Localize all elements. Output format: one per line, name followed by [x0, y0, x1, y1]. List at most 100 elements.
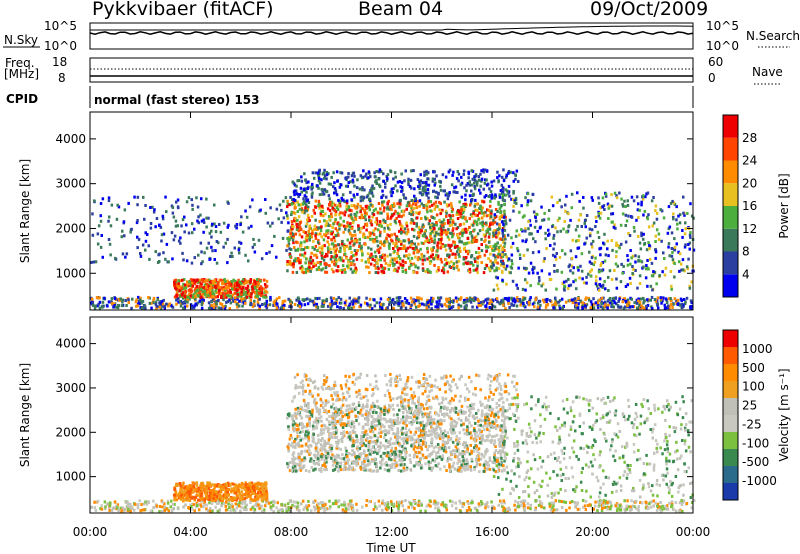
echo-cell — [183, 305, 187, 309]
echo-cell — [525, 281, 529, 285]
echo-cell — [415, 224, 418, 228]
echo-cell — [497, 248, 501, 252]
echo-cell — [369, 254, 372, 258]
echo-cell — [362, 232, 365, 236]
echo-cell — [121, 298, 125, 302]
echo-cell — [359, 230, 362, 234]
echo-cell — [451, 220, 455, 224]
echo-cell — [348, 499, 352, 503]
echo-cell — [107, 300, 111, 304]
y-tick-label: 3000 — [55, 177, 86, 191]
echo-cell — [258, 297, 261, 301]
echo-cell — [305, 245, 309, 249]
echo-cell — [593, 260, 597, 264]
echo-cell — [305, 181, 308, 185]
echo-cell — [471, 236, 474, 240]
echo-cell — [325, 231, 328, 235]
echo-cell — [136, 304, 139, 308]
echo-cell — [143, 304, 147, 308]
echo-cell — [474, 198, 477, 202]
echo-cell — [180, 293, 184, 297]
echo-cell — [537, 250, 541, 254]
echo-cell — [149, 206, 152, 209]
power-data — [90, 168, 696, 311]
echo-cell — [402, 230, 405, 234]
echo-cell — [394, 268, 398, 272]
echo-cell — [619, 508, 623, 512]
echo-cell — [589, 232, 592, 236]
echo-cell — [207, 216, 210, 220]
echo-cell — [325, 229, 328, 233]
echo-cell — [580, 225, 583, 228]
echo-cell — [322, 238, 326, 242]
echo-cell — [90, 301, 93, 305]
echo-cell — [556, 230, 559, 234]
echo-cell — [670, 254, 674, 258]
echo-cell — [600, 302, 603, 306]
echo-cell — [402, 193, 405, 197]
echo-cell — [425, 172, 428, 176]
echo-cell — [458, 246, 462, 250]
echo-cell — [386, 502, 390, 506]
echo-cell — [255, 504, 259, 508]
echo-cell — [112, 305, 115, 309]
echo-cell — [290, 263, 294, 267]
echo-cell — [329, 296, 333, 300]
echo-cell — [91, 297, 94, 301]
echo-cell — [301, 298, 304, 302]
echo-cell — [208, 278, 211, 282]
echo-cell — [450, 504, 454, 508]
echo-cell — [390, 187, 394, 191]
echo-cell — [291, 238, 295, 242]
echo-cell — [297, 257, 300, 260]
echo-cell — [682, 298, 686, 301]
echo-cell — [231, 293, 235, 297]
echo-cell — [233, 280, 236, 283]
echo-cell — [593, 302, 596, 306]
echo-cell — [266, 221, 270, 225]
echo-cell — [191, 203, 194, 207]
echo-cell — [425, 206, 429, 210]
echo-cell — [387, 234, 391, 238]
echo-cell — [475, 223, 479, 227]
echo-cell — [222, 245, 225, 249]
echo-cell — [304, 237, 308, 241]
echo-cell — [594, 275, 598, 279]
echo-cell — [400, 172, 403, 176]
echo-cell — [619, 223, 623, 227]
echo-cell — [521, 298, 525, 302]
echo-cell — [620, 242, 623, 246]
echo-cell — [295, 271, 299, 274]
echo-cell — [200, 303, 204, 306]
echo-cell — [360, 249, 364, 253]
echo-cell — [672, 212, 675, 216]
echo-cell — [108, 242, 112, 246]
echo-cell — [449, 217, 452, 221]
echo-cell — [498, 207, 502, 211]
echo-cell — [147, 296, 150, 299]
echo-cell — [498, 195, 502, 199]
echo-cell — [687, 257, 690, 261]
echo-cell — [225, 295, 228, 299]
echo-cell — [181, 291, 185, 295]
echo-cell — [490, 209, 493, 213]
echo-cell — [445, 261, 448, 265]
echo-cell — [621, 271, 624, 275]
echo-cell — [457, 259, 461, 263]
echo-cell — [362, 169, 365, 173]
echo-cell — [272, 304, 275, 307]
echo-cell — [626, 303, 629, 307]
echo-cell — [662, 216, 666, 220]
echo-cell — [624, 299, 628, 303]
echo-cell — [438, 299, 441, 303]
echo-cell — [171, 305, 175, 309]
echo-cell — [426, 239, 429, 242]
echo-cell — [433, 227, 436, 231]
echo-cell — [297, 259, 300, 262]
echo-cell — [377, 202, 381, 205]
echo-cell — [423, 258, 426, 262]
echo-cell — [365, 503, 368, 507]
echo-cell — [658, 274, 661, 278]
echo-cell — [529, 261, 533, 265]
echo-cell — [211, 222, 214, 226]
